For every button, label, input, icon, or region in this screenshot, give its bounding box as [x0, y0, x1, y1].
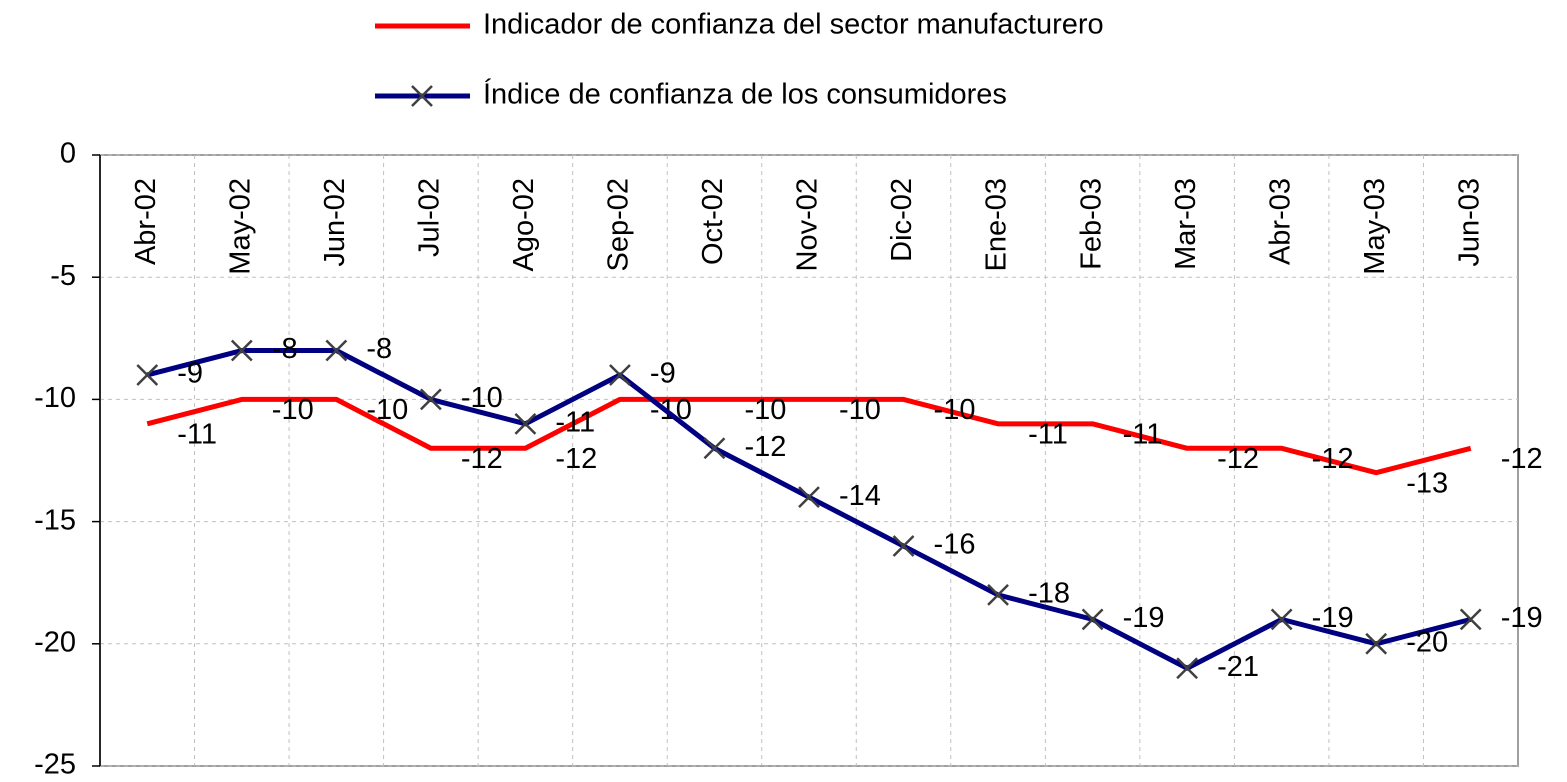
- point-marker: [325, 339, 348, 362]
- data-label: -16: [934, 529, 976, 561]
- point-marker: [609, 364, 631, 386]
- x-tick-label: Ago-02: [508, 178, 540, 272]
- x-tick-label: Dic-02: [886, 178, 918, 262]
- data-label: -12: [555, 443, 597, 475]
- y-tick-label: -15: [34, 504, 76, 536]
- legend-label: Indicador de confianza del sector manufa…: [483, 9, 1104, 41]
- data-label: -12: [1217, 443, 1259, 475]
- data-label: -12: [744, 431, 786, 463]
- data-label: -12: [1312, 443, 1354, 475]
- x-tick-label: Jun-03: [1453, 178, 1485, 267]
- data-label: -10: [461, 382, 503, 414]
- data-label: -14: [839, 480, 881, 512]
- data-label: -8: [366, 333, 392, 365]
- plot-area: [99, 154, 1519, 767]
- y-tick-label: -5: [50, 260, 76, 292]
- x-tick-label: Jul-02: [414, 178, 446, 257]
- data-label: -9: [177, 358, 203, 390]
- data-label: -10: [366, 394, 408, 426]
- data-label: -19: [1123, 602, 1165, 634]
- y-tick-label: -10: [34, 382, 76, 414]
- data-label: -10: [744, 394, 786, 426]
- y-tick-label: 0: [60, 138, 76, 170]
- point-marker: [1176, 657, 1199, 680]
- data-label: -11: [177, 418, 217, 450]
- x-tick-label: Feb-03: [1075, 178, 1107, 270]
- point-marker: [703, 437, 726, 460]
- data-label: -12: [461, 443, 503, 475]
- x-tick-label: Sep-02: [603, 178, 635, 272]
- y-tick-label: -20: [34, 626, 76, 658]
- x-tick-label: Jun-02: [319, 178, 351, 267]
- x-tick-label: Mar-03: [1170, 178, 1202, 270]
- legend-label: Índice de confianza de los consumidores: [483, 78, 1007, 111]
- point-marker: [514, 412, 537, 435]
- data-label: -10: [839, 394, 881, 426]
- point-marker: [892, 535, 915, 557]
- data-label: -13: [1406, 467, 1448, 499]
- x-tick-label: Nov-02: [792, 178, 824, 272]
- data-label: -9: [650, 358, 676, 390]
- data-label: -19: [1312, 602, 1354, 634]
- x-tick-label: Oct-02: [697, 178, 729, 265]
- point-marker: [1270, 608, 1293, 631]
- y-tick-label: -25: [34, 749, 76, 781]
- data-label: -10: [650, 394, 692, 426]
- point-marker: [419, 388, 442, 411]
- data-label: -21: [1217, 651, 1259, 683]
- x-tick-label: May-02: [224, 178, 256, 275]
- data-label: -11: [1028, 418, 1068, 450]
- point-marker: [987, 584, 1009, 606]
- point-marker: [1365, 632, 1388, 655]
- data-label: -12: [1501, 443, 1543, 475]
- point-marker: [1459, 608, 1482, 631]
- series-line: [146, 396, 1472, 476]
- point-marker: [230, 339, 253, 362]
- data-label: -20: [1406, 626, 1448, 658]
- x-tick-label: May-03: [1359, 178, 1391, 275]
- data-label: -19: [1501, 602, 1543, 634]
- x-tick-label: Abr-02: [130, 178, 162, 265]
- data-label: -11: [555, 406, 595, 438]
- x-tick-label: Abr-03: [1264, 178, 1296, 265]
- point-marker: [136, 364, 159, 386]
- legend-marker: [411, 85, 433, 107]
- data-label: -10: [934, 394, 976, 426]
- data-label: -8: [272, 333, 298, 365]
- data-label: -18: [1028, 578, 1070, 610]
- point-marker: [1081, 608, 1104, 631]
- data-label: -11: [1123, 418, 1163, 450]
- point-marker: [798, 486, 820, 509]
- x-tick-label: Ene-03: [981, 178, 1013, 272]
- data-label: -10: [272, 394, 314, 426]
